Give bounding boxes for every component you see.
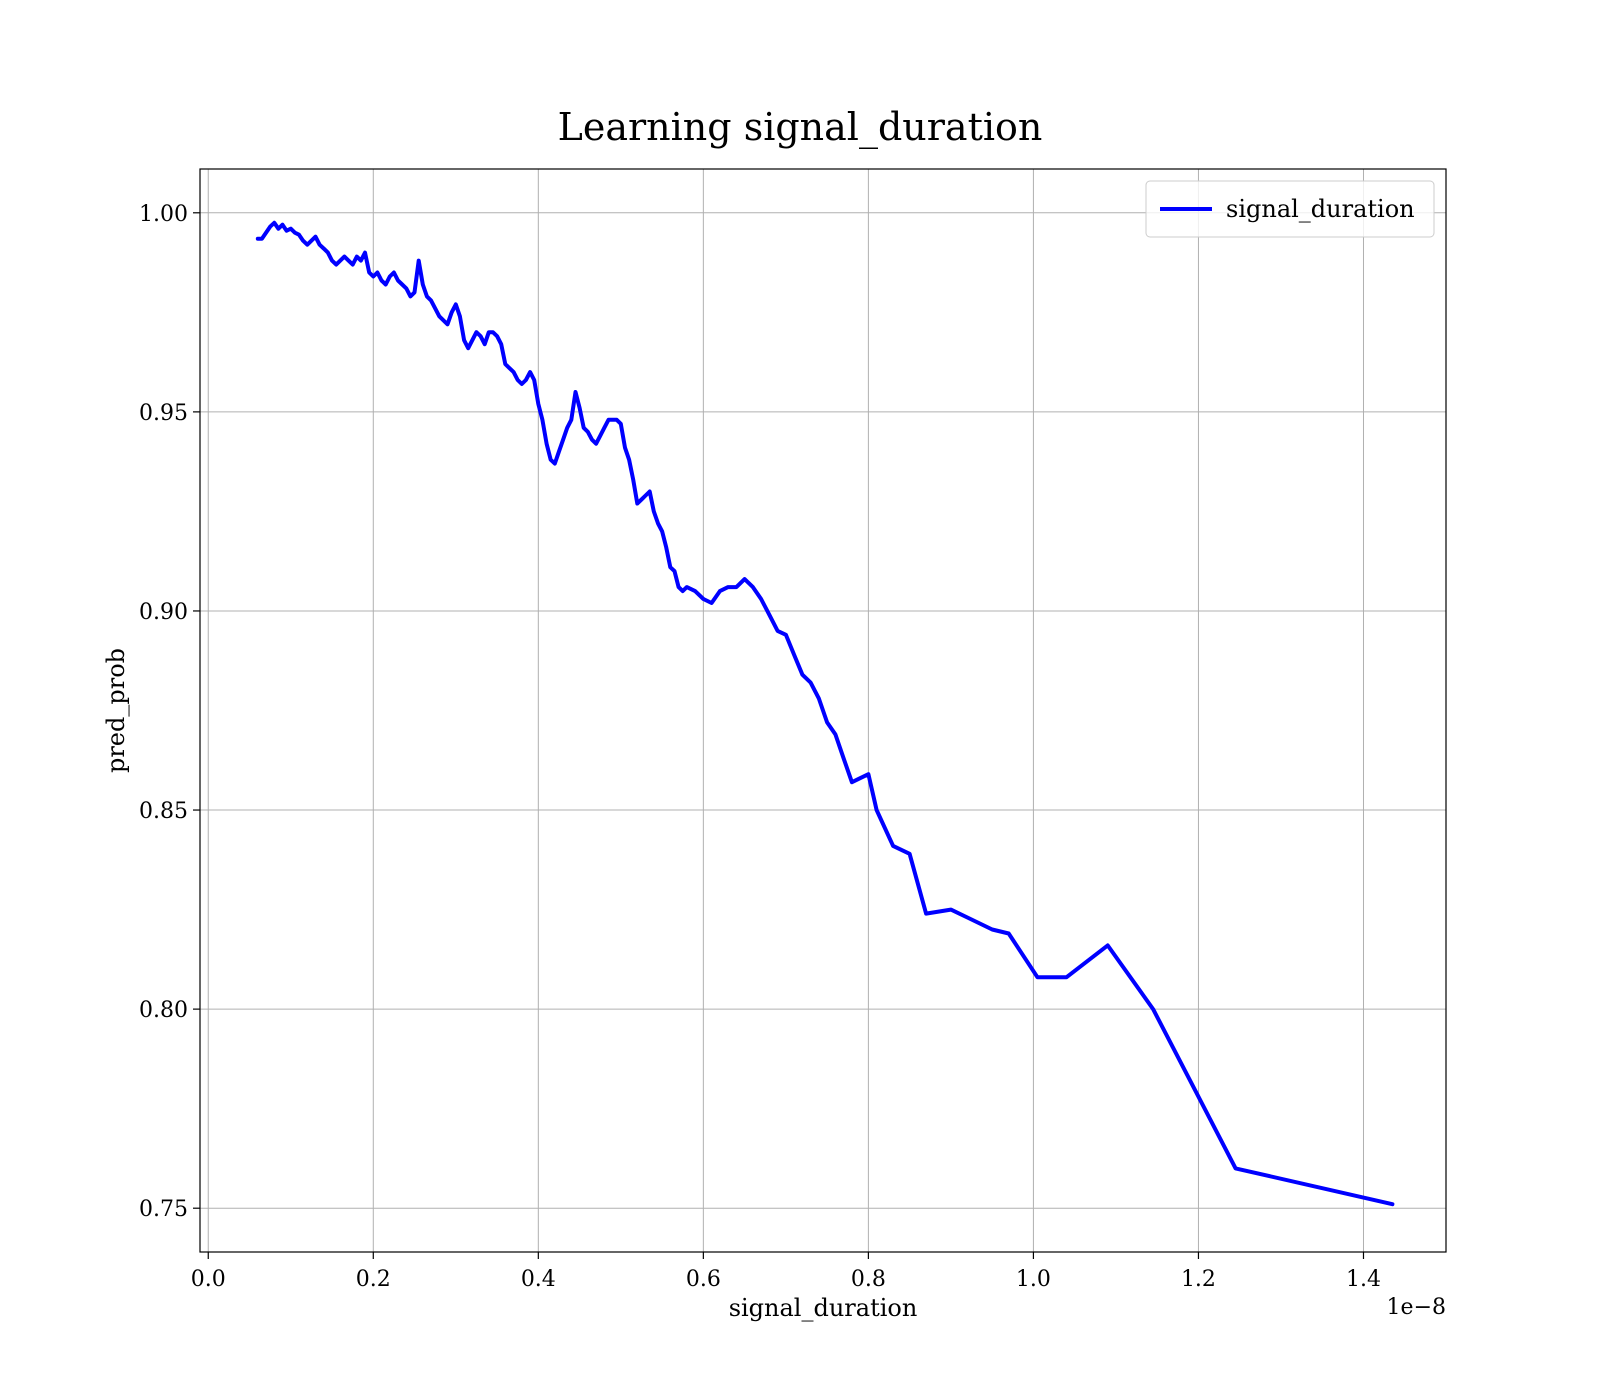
series-line <box>255 220 1395 1207</box>
y-tick-label: 0.80 <box>139 998 188 1023</box>
x-tick-label: 0.2 <box>356 1267 391 1292</box>
y-tick-label: 0.90 <box>139 600 188 625</box>
legend-entry-label: signal_duration <box>1226 195 1415 223</box>
x-axis-offset-text: 1e−8 <box>1387 1295 1446 1320</box>
x-tick-label: 0.0 <box>191 1267 226 1292</box>
plot-area-frame <box>199 168 1447 1253</box>
legend-box <box>1145 180 1435 238</box>
y-tick-label: 1.00 <box>139 202 188 227</box>
y-tick-label: 0.95 <box>139 401 188 426</box>
x-tick-label: 1.2 <box>1181 1267 1216 1292</box>
x-tick-label: 1.0 <box>1016 1267 1051 1292</box>
y-tick-label: 0.75 <box>139 1197 188 1222</box>
x-tick-label: 0.6 <box>686 1267 721 1292</box>
series-layer <box>255 220 1395 1207</box>
chart-title: Learning signal_duration <box>558 105 1043 150</box>
legend: signal_duration <box>1145 180 1435 238</box>
axis-ticks: 0.0 0.2 0.4 0.6 0.8 1.0 1.2 1.4 0.75 0.80 0.85 0.90… <box>139 202 1381 1292</box>
y-axis-label: pred_prob <box>102 648 130 773</box>
y-tick-label: 0.85 <box>139 799 188 824</box>
x-tick-label: 0.4 <box>521 1267 556 1292</box>
x-axis-label: signal_duration <box>729 1294 918 1322</box>
x-tick-label: 0.8 <box>851 1267 886 1292</box>
x-tick-label: 1.4 <box>1346 1267 1381 1292</box>
